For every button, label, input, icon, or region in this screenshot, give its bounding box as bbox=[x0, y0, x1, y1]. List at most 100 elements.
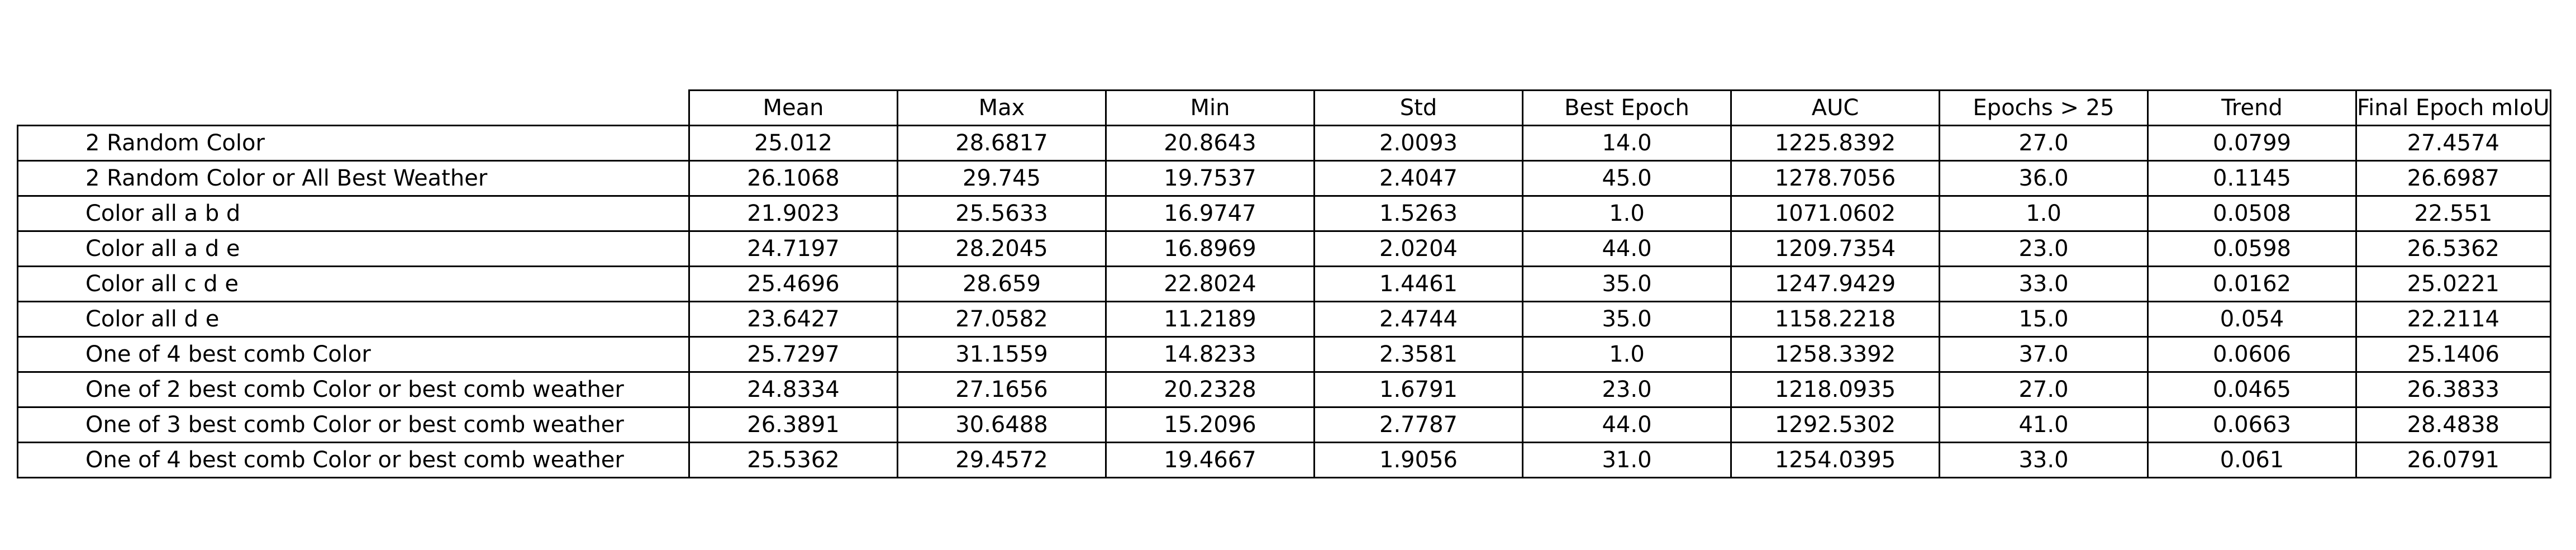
table-cell: 0.0598 bbox=[2147, 230, 2357, 267]
table-cell: 21.9023 bbox=[688, 195, 898, 232]
table-cell: 1.0 bbox=[1939, 195, 2149, 232]
table-cell: 0.0799 bbox=[2147, 125, 2357, 162]
table-cell: 19.4667 bbox=[1105, 442, 1315, 478]
table-cell: 1.0 bbox=[1522, 336, 1732, 373]
table-cell: 44.0 bbox=[1522, 230, 1732, 267]
table-cell: 28.6817 bbox=[897, 125, 1107, 162]
table-cell: 28.659 bbox=[897, 265, 1107, 302]
table-cell: 20.8643 bbox=[1105, 125, 1315, 162]
table-row: Color all c d e 25.4696 28.659 22.8024 1.446… bbox=[17, 265, 2551, 302]
table-cell: 26.3891 bbox=[688, 406, 898, 443]
table-cell: 15.2096 bbox=[1105, 406, 1315, 443]
table-cell: 1209.7354 bbox=[1730, 230, 1940, 267]
table-cell: 0.1145 bbox=[2147, 160, 2357, 197]
table-cell: 2.0093 bbox=[1313, 125, 1523, 162]
table-cell: 24.7197 bbox=[688, 230, 898, 267]
table-cell: 0.0663 bbox=[2147, 406, 2357, 443]
table-cell: 2.3581 bbox=[1313, 336, 1523, 373]
table-cell: 25.4696 bbox=[688, 265, 898, 302]
table-cell: 25.012 bbox=[688, 125, 898, 162]
table-cell: 25.5633 bbox=[897, 195, 1107, 232]
table-cell: 14.8233 bbox=[1105, 336, 1315, 373]
table-row: One of 3 best comb Color or best comb we… bbox=[17, 406, 2551, 443]
table-cell: 1158.2218 bbox=[1730, 301, 1940, 338]
table-cell: 1.0 bbox=[1522, 195, 1732, 232]
row-label: Color all c d e bbox=[17, 265, 690, 302]
table-cell: 1278.7056 bbox=[1730, 160, 1940, 197]
table-body: 2 Random Color 25.012 28.6817 20.8643 2.0093… bbox=[17, 125, 2551, 478]
table-cell: 23.0 bbox=[1522, 371, 1732, 408]
table-cell: 0.0606 bbox=[2147, 336, 2357, 373]
table-cell: 2.7787 bbox=[1313, 406, 1523, 443]
table-cell: 45.0 bbox=[1522, 160, 1732, 197]
table-cell: 0.054 bbox=[2147, 301, 2357, 338]
table-cell: 22.8024 bbox=[1105, 265, 1315, 302]
table-cell: 0.0508 bbox=[2147, 195, 2357, 232]
table-cell: 22.2114 bbox=[2355, 301, 2551, 338]
column-header: Std bbox=[1313, 89, 1523, 126]
row-label: One of 3 best comb Color or best comb we… bbox=[17, 406, 690, 443]
table-cell: 33.0 bbox=[1939, 442, 2149, 478]
table-cell: 26.6987 bbox=[2355, 160, 2551, 197]
column-header: AUC bbox=[1730, 89, 1940, 126]
table-cell: 2.4047 bbox=[1313, 160, 1523, 197]
table-cell: 0.0465 bbox=[2147, 371, 2357, 408]
column-header: Final Epoch mIoU bbox=[2355, 89, 2551, 126]
results-table: Mean Max Min Std Best Epoch AUC Epochs > 25 Tre… bbox=[17, 89, 2551, 478]
column-header: Mean bbox=[688, 89, 898, 126]
table-cell: 26.3833 bbox=[2355, 371, 2551, 408]
table-cell: 19.7537 bbox=[1105, 160, 1315, 197]
table-cell: 37.0 bbox=[1939, 336, 2149, 373]
column-header: Epochs > 25 bbox=[1939, 89, 2149, 126]
table-cell: 35.0 bbox=[1522, 265, 1732, 302]
row-label: One of 2 best comb Color or best comb we… bbox=[17, 371, 690, 408]
table-cell: 1225.8392 bbox=[1730, 125, 1940, 162]
table-cell: 25.1406 bbox=[2355, 336, 2551, 373]
table-cell: 1.6791 bbox=[1313, 371, 1523, 408]
table-cell: 1.9056 bbox=[1313, 442, 1523, 478]
table-cell: 15.0 bbox=[1939, 301, 2149, 338]
table-cell: 0.061 bbox=[2147, 442, 2357, 478]
column-header: Min bbox=[1105, 89, 1315, 126]
table-cell: 14.0 bbox=[1522, 125, 1732, 162]
table-cell: 22.551 bbox=[2355, 195, 2551, 232]
row-label: 2 Random Color or All Best Weather bbox=[17, 160, 690, 197]
table-row: One of 4 best comb Color or best comb we… bbox=[17, 442, 2551, 478]
column-header: Trend bbox=[2147, 89, 2357, 126]
table-cell: 1254.0395 bbox=[1730, 442, 1940, 478]
row-label: Color all a b d bbox=[17, 195, 690, 232]
table-cell: 31.0 bbox=[1522, 442, 1732, 478]
table-cell: 1.4461 bbox=[1313, 265, 1523, 302]
table-cell: 2.0204 bbox=[1313, 230, 1523, 267]
corner-cell bbox=[18, 91, 689, 126]
table-cell: 28.2045 bbox=[897, 230, 1107, 267]
column-header: Best Epoch bbox=[1522, 89, 1732, 126]
table-cell: 29.745 bbox=[897, 160, 1107, 197]
row-label: One of 4 best comb Color or best comb we… bbox=[17, 442, 690, 478]
table-row: Color all d e 23.6427 27.0582 11.2189 2.4744… bbox=[17, 301, 2551, 338]
table-cell: 36.0 bbox=[1939, 160, 2149, 197]
header-row: Mean Max Min Std Best Epoch AUC Epochs > 25 Tre… bbox=[18, 89, 2551, 126]
table-cell: 1247.9429 bbox=[1730, 265, 1940, 302]
table-row: Color all a d e 24.7197 28.2045 16.8969 2.02… bbox=[17, 230, 2551, 267]
row-label: One of 4 best comb Color bbox=[17, 336, 690, 373]
table-cell: 33.0 bbox=[1939, 265, 2149, 302]
table-cell: 31.1559 bbox=[897, 336, 1107, 373]
column-header: Max bbox=[897, 89, 1107, 126]
row-label: Color all a d e bbox=[17, 230, 690, 267]
table-row: 2 Random Color or All Best Weather 26.106… bbox=[17, 160, 2551, 197]
table-cell: 25.7297 bbox=[688, 336, 898, 373]
table-cell: 35.0 bbox=[1522, 301, 1732, 338]
table-cell: 25.0221 bbox=[2355, 265, 2551, 302]
table-cell: 23.6427 bbox=[688, 301, 898, 338]
table-cell: 26.0791 bbox=[2355, 442, 2551, 478]
table-cell: 26.1068 bbox=[688, 160, 898, 197]
table-cell: 26.5362 bbox=[2355, 230, 2551, 267]
table-cell: 1071.0602 bbox=[1730, 195, 1940, 232]
table-row: One of 4 best comb Color 25.7297 31.1559 14… bbox=[17, 336, 2551, 373]
table-cell: 27.0 bbox=[1939, 371, 2149, 408]
table-row: 2 Random Color 25.012 28.6817 20.8643 2.0093… bbox=[17, 125, 2551, 162]
table-cell: 1258.3392 bbox=[1730, 336, 1940, 373]
table-cell: 28.4838 bbox=[2355, 406, 2551, 443]
table-cell: 44.0 bbox=[1522, 406, 1732, 443]
